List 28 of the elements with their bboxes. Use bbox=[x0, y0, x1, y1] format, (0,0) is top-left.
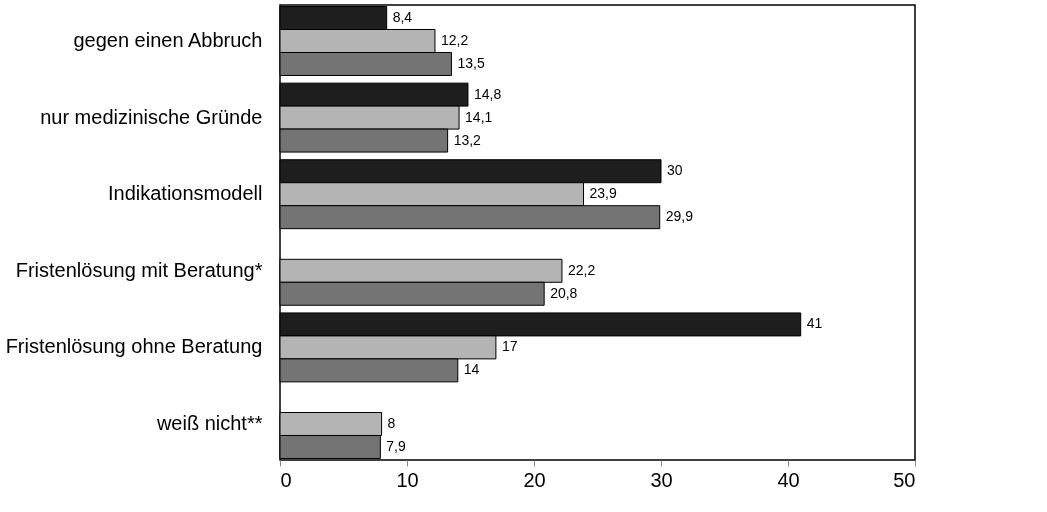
data-label: 41 bbox=[806, 315, 823, 332]
y-tick-label: Fristenlösung mit Beratung* bbox=[15, 258, 263, 281]
data-label: 13,5 bbox=[457, 54, 485, 71]
data-label: 14 bbox=[463, 361, 480, 378]
data-label: 14,8 bbox=[473, 85, 502, 102]
data-label: 7,9 bbox=[386, 437, 407, 454]
data-label: 23,9 bbox=[589, 185, 617, 202]
y-tick-label: nur medizinische Gründe bbox=[40, 105, 263, 128]
data-label: 29,9 bbox=[665, 208, 694, 225]
x-tick-label: 10 bbox=[396, 468, 419, 491]
data-label: 20,8 bbox=[550, 284, 578, 301]
y-tick-label: Fristenlösung ohne Beratung bbox=[5, 335, 263, 358]
x-tick-label: 30 bbox=[650, 468, 673, 491]
data-label: 13,2 bbox=[453, 131, 482, 148]
x-tick-label: 20 bbox=[523, 468, 546, 491]
data-label: 8 bbox=[387, 415, 396, 431]
data-label: 30 bbox=[667, 162, 683, 179]
data-label: 8,4 bbox=[392, 9, 413, 26]
y-tick-label: weiß nicht** bbox=[155, 412, 263, 434]
y-tick-label: gegen einen Abbruch bbox=[73, 29, 263, 51]
data-label: 14,1 bbox=[465, 108, 493, 125]
x-tick-label: 50 bbox=[893, 468, 916, 491]
data-label: 17 bbox=[501, 338, 518, 355]
x-tick-label: 40 bbox=[777, 468, 800, 491]
data-label: 22,2 bbox=[567, 261, 596, 278]
data-label: 12,2 bbox=[440, 32, 469, 48]
y-tick-label: Indikationsmodell bbox=[107, 182, 263, 205]
x-tick-label: 0 bbox=[280, 468, 292, 491]
